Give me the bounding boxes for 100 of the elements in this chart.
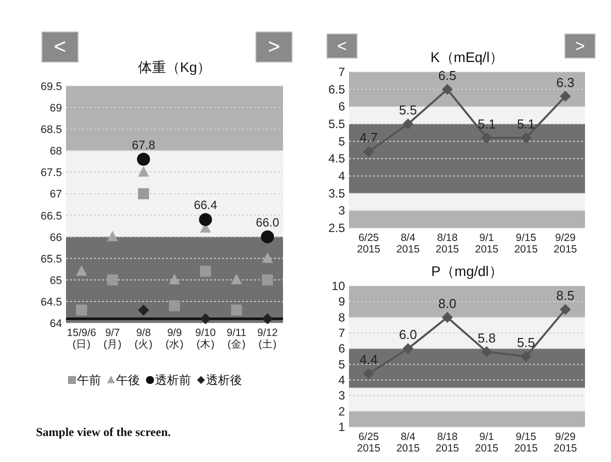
point: [169, 300, 180, 312]
x-tick-label: 9/10 (木): [195, 327, 216, 351]
point: [137, 152, 150, 166]
x-tick-label: 9/7 (月): [104, 327, 122, 351]
point: [402, 118, 414, 130]
y-tick-label: 6.5: [328, 82, 346, 96]
data-label: 5.5: [398, 102, 418, 118]
y-tick-label: 64: [50, 318, 62, 330]
data-label: 4.4: [360, 352, 378, 368]
x-tick-label: 8/4 2015: [396, 232, 420, 256]
y-tick-label: 7: [338, 326, 346, 340]
point: [262, 274, 273, 286]
point: [262, 252, 273, 263]
point: [107, 274, 118, 286]
x-tick-label: 8/18 2015: [436, 431, 460, 455]
y-tick-label: 6: [338, 342, 346, 356]
y-tick-label: 8: [338, 310, 346, 324]
y-tick-label: 4: [338, 373, 346, 387]
point: [481, 346, 492, 358]
data-label: 5.5: [516, 335, 536, 350]
data-label: 66.0: [256, 215, 280, 230]
x-tick-label: 8/18 2015: [436, 232, 460, 256]
point: [138, 304, 149, 316]
x-tick-label: 9/29 2015: [554, 431, 578, 455]
button: >: [256, 32, 292, 62]
y-tick-label: 65: [50, 274, 62, 287]
legend-label: 透析後: [206, 373, 242, 387]
y-tick-label: 68: [50, 146, 62, 158]
data-label: 6.5: [438, 68, 456, 83]
data-label: 67.8: [132, 138, 156, 152]
y-tick-label: 4: [338, 169, 346, 183]
point: [363, 146, 374, 158]
x-tick-label: 9/11 (金): [226, 327, 246, 351]
point: [200, 313, 211, 324]
y-tick-label: 69: [50, 102, 62, 115]
point: [442, 312, 453, 323]
y-tick-label: 4.5: [328, 152, 346, 166]
point: [261, 230, 274, 244]
data-label: 6.3: [556, 74, 574, 90]
x-tick-label: 15/9/6 (日): [66, 327, 96, 351]
y-tick-label: 2: [338, 404, 346, 418]
point: [560, 304, 571, 315]
y-tick-label: 3: [338, 204, 346, 218]
y-tick-label: 65.5: [40, 253, 62, 266]
y-tick-label: 10: [332, 279, 346, 293]
point: [138, 166, 149, 177]
x-tick-label: 9/9 (水): [166, 327, 184, 351]
x-tick-label: 8/4 2015: [396, 431, 420, 455]
data-label: 5.8: [478, 330, 496, 346]
point: [363, 368, 374, 380]
x-tick-label: 9/15 2015: [514, 431, 538, 455]
x-tick-label: 6/25 2015: [356, 232, 381, 256]
x-tick-label: 9/29 2015: [554, 232, 578, 256]
y-tick-label: 5: [338, 134, 346, 148]
chart-title: K（mEq/l）: [430, 49, 504, 65]
point: [200, 266, 211, 277]
x-tick-label: 9/1 2015: [474, 232, 499, 256]
y-tick-label: 3.5: [328, 186, 346, 200]
legend-label: 午後: [116, 373, 140, 387]
point: [76, 265, 87, 276]
point: [76, 304, 87, 316]
data-label: 8.5: [556, 288, 574, 303]
point: [442, 84, 453, 95]
button: >: [564, 34, 596, 58]
point: [107, 230, 118, 242]
x-tick-label: 9/8 (火): [134, 327, 152, 351]
point: [481, 132, 492, 144]
data-label: 6.0: [398, 327, 418, 342]
y-tick-label: 9: [338, 294, 346, 309]
point: [402, 343, 414, 354]
y-tick-label: 5: [338, 357, 346, 372]
button: <: [42, 32, 78, 62]
x-tick-label: 6/25 2015: [356, 431, 381, 455]
point: [520, 132, 532, 144]
x-tick-label: 9/12 (土): [257, 327, 278, 351]
y-tick-label: 69.5: [40, 81, 62, 93]
x-tick-label: 9/1 2015: [474, 431, 499, 455]
y-tick-label: 7: [338, 65, 346, 79]
data-label: 5.1: [478, 116, 496, 132]
y-tick-label: 68.5: [40, 124, 62, 136]
button: <: [326, 34, 358, 58]
legend-label: 透析前: [155, 373, 191, 387]
text: Sample view of the screen.: [36, 425, 171, 439]
x-tick-label: 9/15 2015: [514, 232, 538, 256]
y-tick-label: 66.5: [40, 210, 62, 222]
y-tick-label: 1: [338, 420, 346, 434]
y-tick-label: 66: [50, 232, 62, 244]
chart-title: P（mg/dl）: [431, 263, 503, 279]
data-label: 4.7: [360, 130, 378, 146]
point: [560, 90, 571, 102]
point: [262, 313, 273, 324]
chart-title: 体重（Kg）: [138, 59, 212, 75]
y-tick-label: 64.5: [40, 296, 62, 308]
y-tick-label: 2.5: [328, 221, 346, 235]
y-tick-label: 6: [338, 100, 346, 114]
data-label: 5.1: [516, 116, 536, 132]
y-tick-label: 67.5: [40, 167, 62, 180]
point: [169, 274, 180, 284]
data-label: 8.0: [438, 296, 456, 311]
y-tick-label: 5.5: [328, 117, 346, 131]
